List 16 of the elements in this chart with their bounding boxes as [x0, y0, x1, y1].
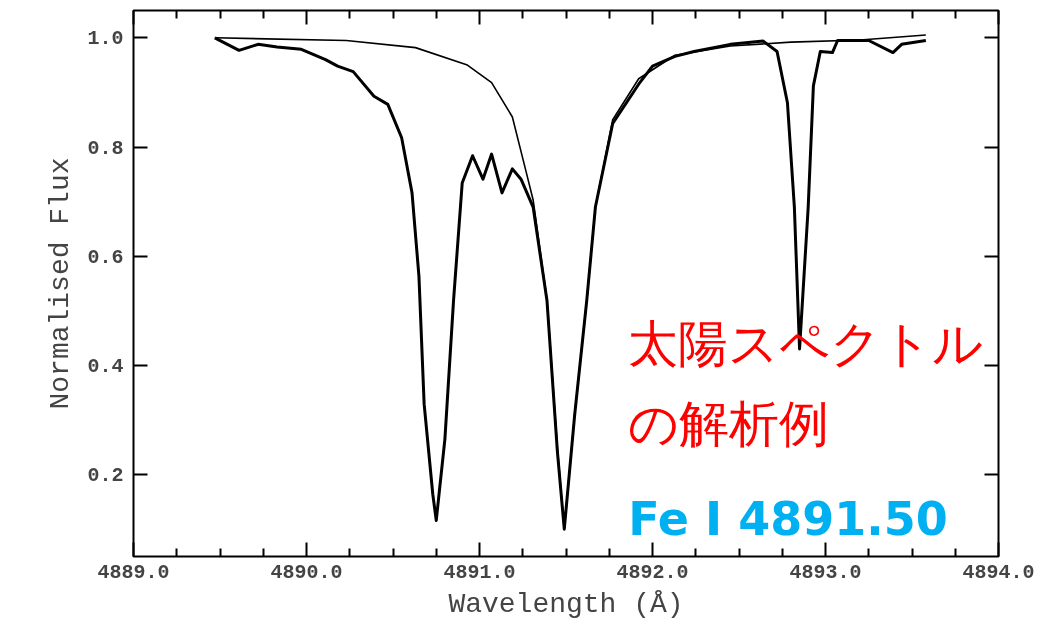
y-tick-label: 0.2 — [87, 464, 124, 488]
x-tick-label: 4893.0 — [789, 560, 862, 584]
x-tick-label: 4891.0 — [443, 560, 516, 584]
annotation: Fe I 4891.50 — [628, 492, 948, 547]
x-tick-label: 4889.0 — [97, 560, 170, 584]
y-tick-label: 1.0 — [87, 27, 124, 51]
y-tick-label: 0.4 — [87, 354, 124, 378]
x-tick-label: 4890.0 — [270, 560, 343, 584]
x-axis-title: Wavelength (Å) — [448, 588, 684, 620]
y-axis-title: Normalised Flux — [45, 157, 77, 410]
y-tick-label: 0.8 — [87, 136, 124, 160]
y-tick-label: 0.6 — [87, 245, 124, 269]
x-tick-label: 4894.0 — [962, 560, 1035, 584]
annotation: 太陽スペクトル — [628, 314, 984, 373]
x-tick-label: 4892.0 — [616, 560, 689, 584]
annotation: の解析例 — [628, 394, 830, 453]
